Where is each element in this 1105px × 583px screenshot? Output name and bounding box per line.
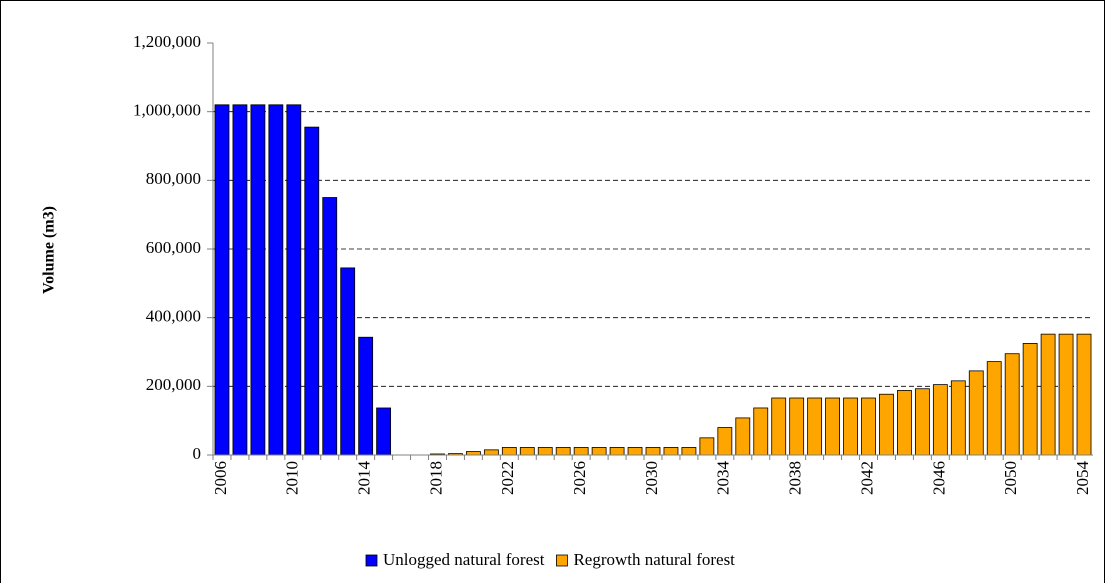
x-tick-label: 2026: [570, 461, 589, 495]
x-tick-label: 2046: [929, 461, 948, 495]
legend-label: Unlogged natural forest: [383, 550, 545, 569]
bar: [861, 397, 876, 456]
bar: [1022, 343, 1038, 456]
bar: [519, 447, 535, 456]
bar: [573, 447, 589, 456]
bar: [1040, 333, 1056, 456]
bar: [735, 417, 751, 456]
y-axis-label: Volume (m3): [41, 206, 58, 294]
bar: [268, 104, 284, 456]
bar: [232, 104, 248, 456]
bar: [663, 447, 679, 456]
y-tick-label: 1,200,000: [133, 32, 201, 51]
y-tick-label: 200,000: [146, 375, 201, 394]
bar: [537, 447, 553, 456]
bar: [609, 447, 625, 456]
bar: [807, 397, 823, 456]
bar: [322, 197, 338, 456]
legend-label: Regrowth natural forest: [573, 550, 735, 569]
bar: [286, 104, 302, 456]
bar: [340, 267, 356, 456]
bar: [501, 447, 517, 456]
bar: [376, 407, 392, 456]
x-tick-label: 2010: [283, 461, 302, 495]
bar: [753, 407, 769, 456]
bar: [627, 447, 643, 456]
bar: [950, 380, 966, 456]
x-tick-label: 2014: [355, 461, 374, 496]
legend-swatch: [365, 554, 378, 567]
x-tick-label: 2042: [857, 461, 876, 495]
x-tick-label: 2022: [498, 461, 517, 495]
legend-swatch: [556, 554, 568, 567]
x-tick-label: 2006: [211, 461, 230, 495]
x-tick-label: 2054: [1073, 461, 1092, 496]
bar: [825, 397, 840, 456]
bar: [358, 336, 374, 456]
bar: [591, 447, 607, 456]
y-tick-label: 0: [193, 444, 202, 463]
x-tick-label: 2034: [714, 461, 733, 496]
x-tick-label: 2050: [1001, 461, 1020, 495]
x-tick-label: 2038: [786, 461, 805, 495]
y-tick-label: 1,000,000: [133, 101, 201, 120]
bar: [717, 427, 733, 456]
bar: [483, 449, 499, 456]
bar: [466, 451, 481, 456]
bar: [1004, 353, 1020, 456]
bar: [771, 397, 787, 456]
bar: [1058, 333, 1074, 456]
bar: [986, 361, 1002, 456]
x-tick-label: 2018: [426, 461, 445, 495]
bar: [968, 370, 984, 456]
bar: [645, 447, 661, 456]
bar: [555, 447, 571, 456]
bar: [214, 104, 230, 456]
bar: [304, 126, 320, 456]
bar: [250, 104, 266, 456]
bar: [789, 397, 805, 456]
bar: [897, 390, 912, 456]
bar: [681, 447, 697, 456]
bar: [699, 437, 715, 456]
bar: [932, 384, 948, 456]
bar: [843, 397, 858, 456]
x-tick-label: 2030: [642, 461, 661, 495]
y-tick-label: 600,000: [146, 238, 201, 257]
bar: [879, 393, 894, 456]
y-tick-label: 800,000: [146, 169, 201, 188]
y-tick-label: 400,000: [146, 307, 201, 326]
bar: [914, 388, 930, 456]
bar: [1076, 333, 1092, 456]
